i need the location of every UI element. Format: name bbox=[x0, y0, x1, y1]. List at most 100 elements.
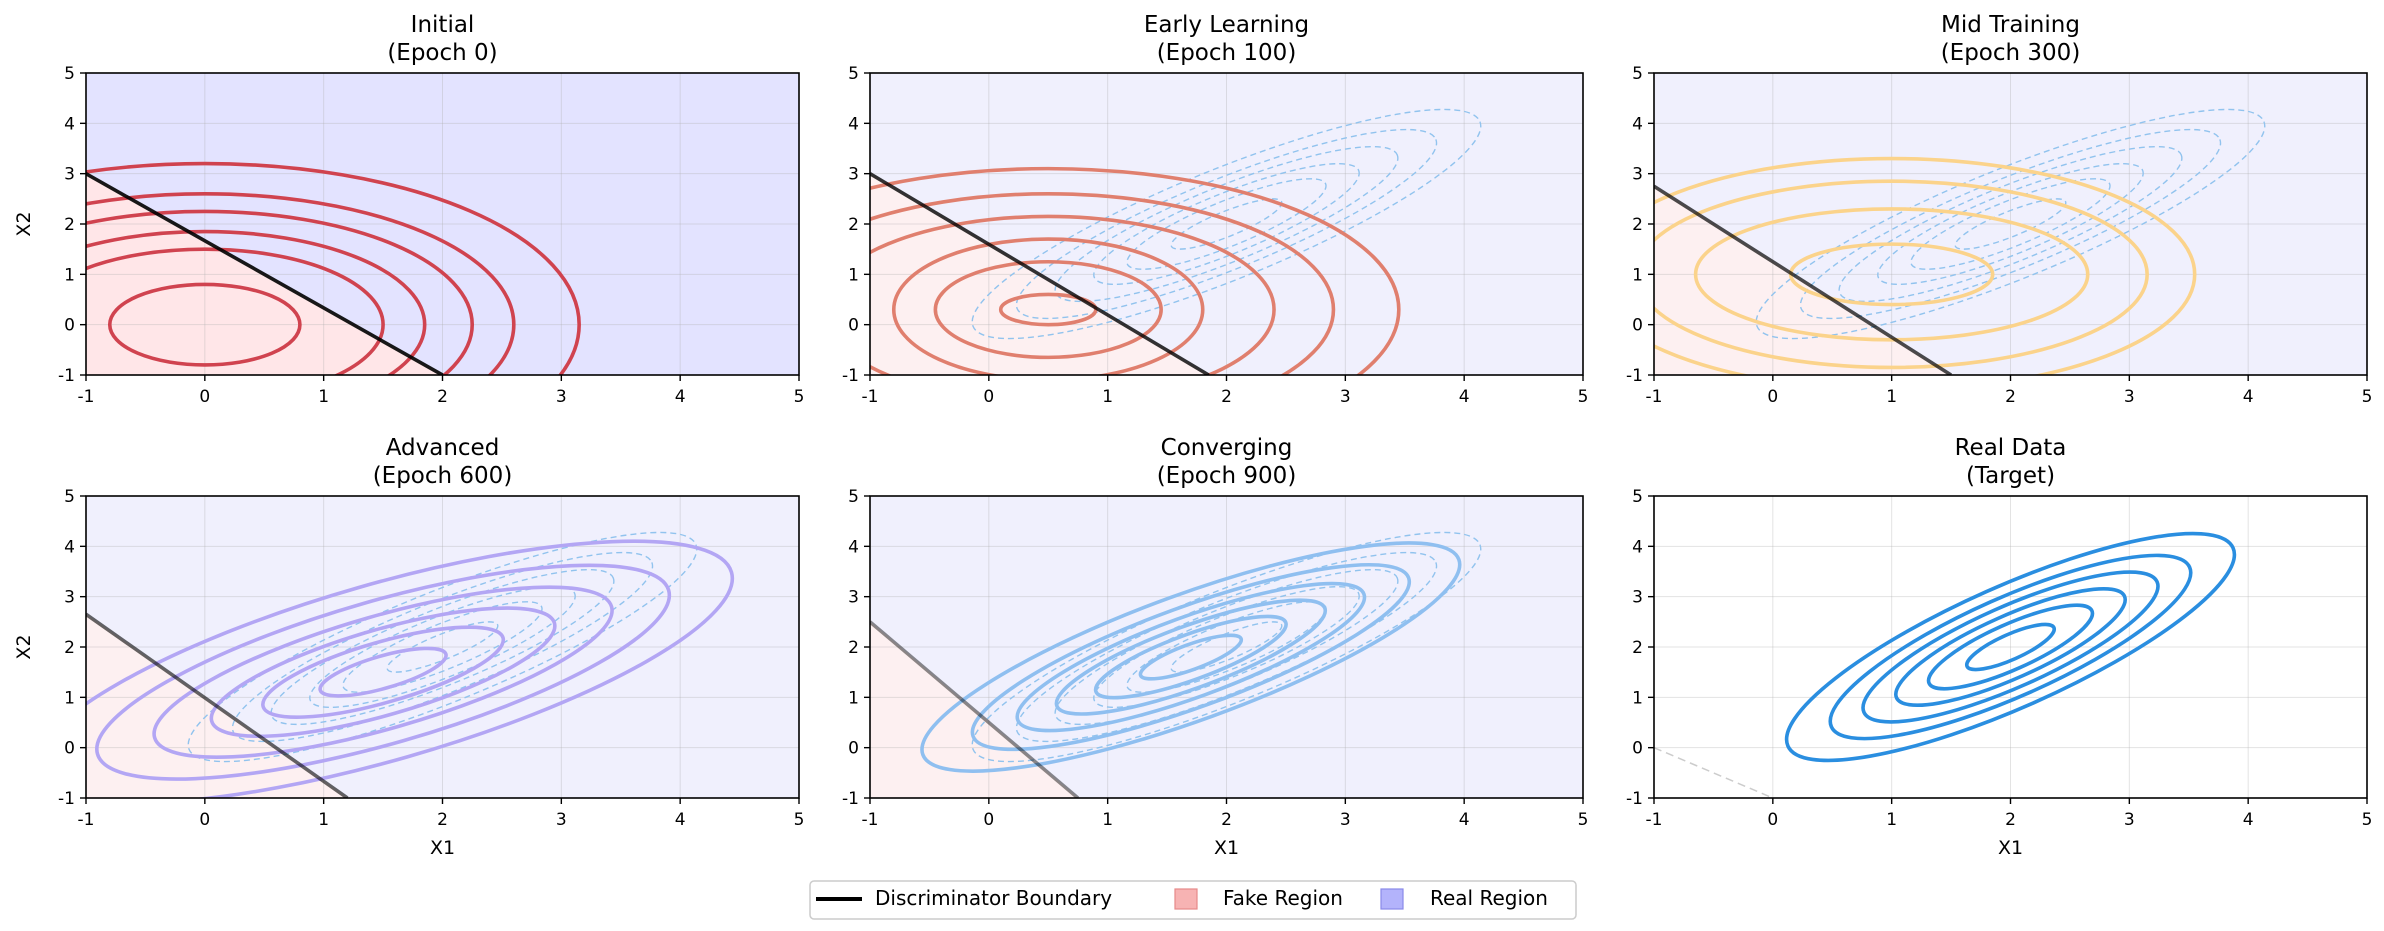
x-tick-label: -1 bbox=[1646, 810, 1663, 830]
real-reference-contour-level-1 bbox=[386, 621, 499, 673]
x-tick-label: 3 bbox=[556, 810, 567, 830]
real-region bbox=[1654, 496, 2367, 798]
x-tick-label: 4 bbox=[2243, 387, 2254, 407]
real-reference-contour bbox=[971, 108, 1482, 340]
y-tick-label: 2 bbox=[1632, 638, 1643, 658]
fake-contour-level-4 bbox=[152, 585, 614, 759]
y-tick-label: 3 bbox=[64, 588, 75, 608]
real-reference-contour-level-5 bbox=[231, 551, 654, 743]
x-tick-label: 4 bbox=[1459, 387, 1470, 407]
fake-contour-level-5 bbox=[86, 192, 516, 375]
x-axis-label: X1 bbox=[430, 837, 455, 859]
y-tick-label: 2 bbox=[64, 215, 75, 235]
x-tick-label: 4 bbox=[1459, 810, 1470, 830]
real-reference-contour bbox=[187, 531, 698, 763]
fake-contour-level-2 bbox=[86, 247, 385, 375]
fake-contour-level-1 bbox=[107, 282, 302, 367]
y-tick-label: 1 bbox=[1632, 688, 1643, 708]
y-tick-label: 2 bbox=[64, 638, 75, 658]
x-tick-label: -1 bbox=[78, 810, 95, 830]
y-tick-label: 4 bbox=[1632, 537, 1643, 557]
fake-contour bbox=[870, 166, 1401, 375]
x-tick-label: 2 bbox=[437, 387, 448, 407]
x-tick-label: 1 bbox=[1102, 387, 1113, 407]
fake-contour-level-4 bbox=[86, 209, 474, 375]
x-tick-label: 3 bbox=[1340, 387, 1351, 407]
panel-subtitle: (Epoch 100) bbox=[1157, 40, 1297, 66]
fake-contour-level-3 bbox=[209, 606, 557, 739]
real-contour-level-2 bbox=[1926, 603, 2095, 691]
x-tick-label: 0 bbox=[199, 387, 210, 407]
real-reference-contour-level-2 bbox=[1126, 178, 1327, 270]
x-tick-label: 3 bbox=[2124, 810, 2135, 830]
real-reference-contour-level-1 bbox=[1170, 621, 1283, 673]
real-reference-contour-level-6 bbox=[187, 531, 698, 763]
y-tick-label: 5 bbox=[1632, 64, 1643, 84]
real-contour-level-4 bbox=[1861, 570, 2160, 724]
y-axis-label: X2 bbox=[13, 211, 35, 236]
y-tick-label: -1 bbox=[58, 366, 75, 386]
y-tick-label: 2 bbox=[848, 638, 859, 658]
x-tick-label: -1 bbox=[78, 387, 95, 407]
fake-contour-level-2 bbox=[1693, 207, 2090, 342]
panel-subtitle: (Target) bbox=[1966, 463, 2055, 489]
x-tick-label: 1 bbox=[1886, 810, 1897, 830]
fake-contour bbox=[920, 541, 1462, 773]
y-tick-label: 5 bbox=[64, 64, 75, 84]
y-tick-label: -1 bbox=[58, 789, 75, 809]
panel-subtitle: (Epoch 600) bbox=[373, 463, 513, 489]
real-contour-level-1 bbox=[1964, 622, 2057, 672]
fake-contour-level-1 bbox=[318, 646, 448, 698]
fake-contour-level-6 bbox=[870, 166, 1401, 375]
real-reference-contour-level-2 bbox=[1910, 178, 2111, 270]
chart-panel-2: -1 0 1 2 3 4 5 -1 0 1 2 3 4 5 Early Learning(Epoch 100… bbox=[842, 12, 1588, 407]
x-tick-label: 2 bbox=[1221, 387, 1232, 407]
discriminator-boundary bbox=[86, 172, 444, 375]
x-tick-label: 1 bbox=[1886, 387, 1897, 407]
y-tick-label: 4 bbox=[848, 114, 859, 134]
y-tick-label: 2 bbox=[1632, 215, 1643, 235]
y-tick-label: 0 bbox=[848, 739, 859, 759]
y-tick-label: 4 bbox=[1632, 114, 1643, 134]
real-reference-contour-level-5 bbox=[1799, 128, 2222, 320]
fake-contour-level-5 bbox=[970, 562, 1412, 752]
y-tick-label: -1 bbox=[842, 366, 859, 386]
y-tick-label: 1 bbox=[848, 265, 859, 285]
x-tick-label: 5 bbox=[2362, 387, 2373, 407]
y-tick-label: -1 bbox=[1626, 366, 1643, 386]
chart-panel-5: -1 0 1 2 3 4 5 -1 0 1 2 3 4 5 Converging(Epoch 900) X1 bbox=[842, 435, 1588, 859]
y-tick-label: 3 bbox=[1632, 588, 1643, 608]
y-tick-label: 0 bbox=[64, 316, 75, 336]
x-tick-label: 2 bbox=[1221, 810, 1232, 830]
fake-contour-level-1 bbox=[1138, 633, 1244, 681]
x-tick-label: 5 bbox=[794, 810, 805, 830]
panel-title: Initial bbox=[411, 12, 475, 38]
fake-contour-level-3 bbox=[1054, 598, 1328, 716]
x-tick-label: 0 bbox=[199, 810, 210, 830]
y-tick-label: 4 bbox=[64, 114, 75, 134]
discriminator-boundary bbox=[870, 172, 1210, 375]
x-tick-label: 2 bbox=[2005, 810, 2016, 830]
real-contour-level-6 bbox=[1784, 531, 2237, 763]
y-tick-label: 3 bbox=[848, 165, 859, 185]
y-tick-label: 5 bbox=[848, 487, 859, 507]
y-tick-label: 2 bbox=[848, 215, 859, 235]
x-tick-label: -1 bbox=[862, 387, 879, 407]
panel-subtitle: (Epoch 0) bbox=[387, 40, 497, 66]
y-tick-label: -1 bbox=[842, 789, 859, 809]
y-tick-label: 5 bbox=[1632, 487, 1643, 507]
y-tick-label: 0 bbox=[1632, 316, 1643, 336]
x-tick-label: 5 bbox=[1578, 810, 1589, 830]
legend: Discriminator Boundary Fake Region Real … bbox=[809, 880, 1577, 920]
y-tick-label: 4 bbox=[848, 537, 859, 557]
chart-panel-6: -1 0 1 2 3 4 5 -1 0 1 2 3 4 5 Real Data(Target) X1 bbox=[1626, 435, 2372, 859]
x-tick-label: 3 bbox=[2124, 387, 2135, 407]
panel-title: Converging bbox=[1161, 435, 1293, 461]
real-reference-contour-level-3 bbox=[1877, 162, 2144, 286]
fake-contour-level-4 bbox=[870, 214, 1276, 375]
x-axis-label: X1 bbox=[1214, 837, 1239, 859]
fake-contour-level-3 bbox=[1654, 179, 2149, 370]
fake-contour bbox=[86, 539, 735, 798]
real-reference-contour-level-6 bbox=[971, 531, 1482, 763]
